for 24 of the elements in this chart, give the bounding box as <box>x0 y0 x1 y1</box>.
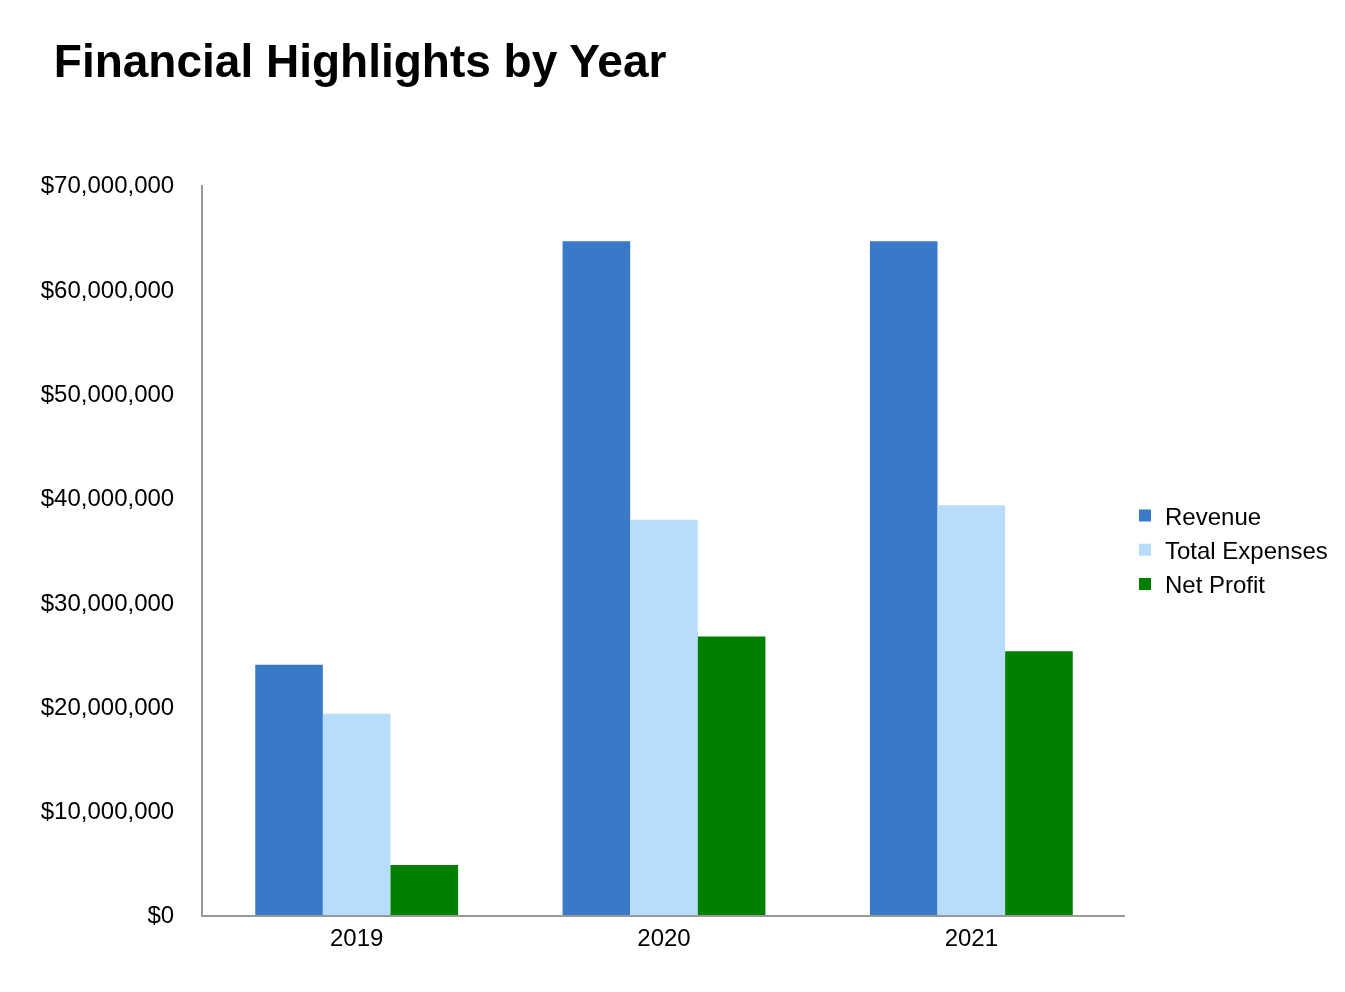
bar <box>562 241 631 915</box>
y-tick-label: $30,000,000 <box>40 588 175 616</box>
y-tick-label: $20,000,000 <box>40 692 175 720</box>
bar <box>255 664 323 915</box>
bar <box>697 636 766 915</box>
bar <box>1005 651 1073 915</box>
y-tick-label: $10,000,000 <box>40 797 175 825</box>
y-tick-label: $70,000,000 <box>40 171 175 199</box>
legend-label: Total Expenses <box>1165 537 1328 565</box>
x-tick-label: 2021 <box>944 923 999 951</box>
bar <box>937 505 1006 915</box>
x-tick-label: 2019 <box>329 923 384 951</box>
chart-title: Financial Highlights by Year <box>53 34 667 87</box>
bar <box>390 864 459 915</box>
legend-label: Net Profit <box>1165 571 1266 599</box>
y-tick-label: $60,000,000 <box>40 275 175 303</box>
bar <box>322 713 391 915</box>
y-tick-label: $0 <box>147 901 175 929</box>
legend-label: Revenue <box>1165 502 1262 530</box>
y-tick-label: $40,000,000 <box>40 484 175 512</box>
y-tick-label: $50,000,000 <box>40 379 175 407</box>
bar <box>630 519 698 915</box>
bar <box>869 241 938 915</box>
x-tick-label: 2020 <box>637 923 691 951</box>
